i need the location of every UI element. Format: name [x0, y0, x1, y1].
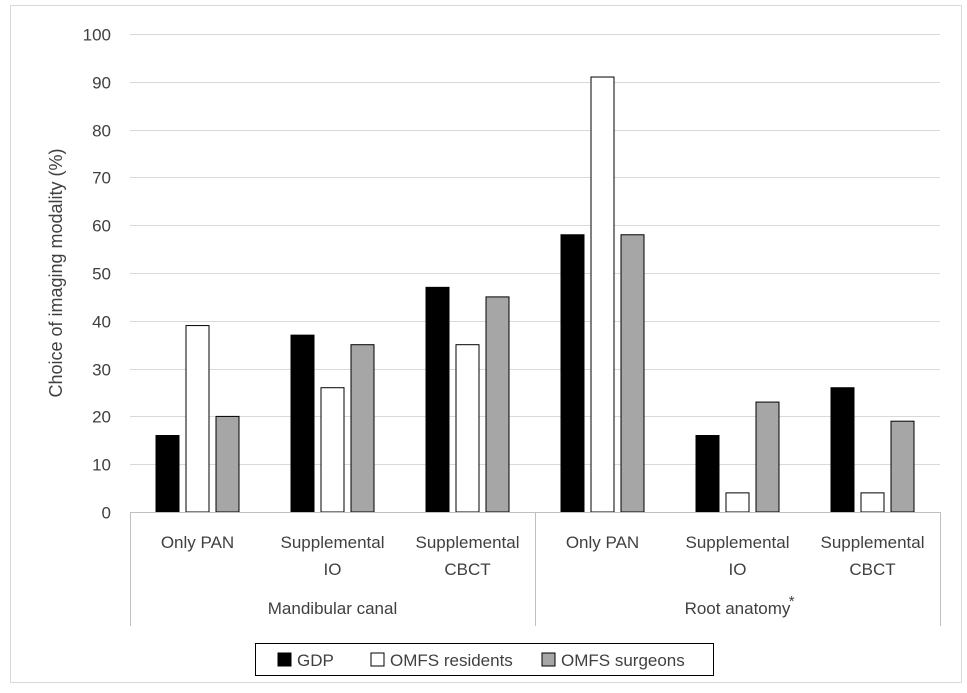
y-tick-label: 80: [92, 122, 111, 141]
y-tick-label: 70: [92, 169, 111, 188]
x-category-label: IO: [324, 560, 342, 579]
legend-swatch-gdp: [277, 652, 292, 667]
legend-label: GDP: [297, 651, 334, 670]
bar-omfs-surgeons: [485, 296, 510, 513]
y-tick-label: 10: [92, 456, 111, 475]
bar-omfs-surgeons: [890, 420, 915, 513]
group-label: Root anatomy: [685, 599, 791, 618]
chart-border: [10, 5, 962, 683]
bar-gdp: [560, 234, 585, 513]
x-category-label: CBCT: [444, 560, 490, 579]
y-tick-label: 90: [92, 74, 111, 93]
legend-box: [255, 643, 714, 676]
y-tick-label: 100: [83, 26, 111, 45]
bar-gdp: [830, 387, 855, 513]
x-category-label: Supplemental: [686, 533, 790, 552]
x-category-label: Supplemental: [416, 533, 520, 552]
bar-omfs-surgeons: [350, 344, 375, 513]
y-tick-label: 60: [92, 217, 111, 236]
y-tick-label: 0: [102, 504, 111, 523]
x-category-label: Supplemental: [821, 533, 925, 552]
y-tick-label: 20: [92, 408, 111, 427]
bar-omfs-residents: [590, 76, 615, 513]
y-tick-label: 50: [92, 265, 111, 284]
bar-omfs-residents: [185, 325, 210, 513]
bar-gdp: [155, 435, 180, 513]
legend-label: OMFS residents: [390, 651, 513, 670]
y-tick-label: 30: [92, 361, 111, 380]
bar-omfs-residents: [860, 492, 885, 513]
legend-swatch-omfs-surgeons: [541, 652, 556, 667]
bar-omfs-surgeons: [620, 234, 645, 513]
bar-omfs-residents: [320, 387, 345, 513]
legend-label: OMFS surgeons: [561, 651, 685, 670]
bar-gdp: [425, 286, 450, 513]
legend-swatch-omfs-residents: [370, 652, 385, 667]
bar-gdp: [695, 435, 720, 513]
x-category-label: Only PAN: [161, 533, 234, 552]
y-axis-title: Choice of imaging modality (%): [46, 148, 66, 397]
bar-gdp: [290, 334, 315, 513]
x-category-label: Only PAN: [566, 533, 639, 552]
x-category-label: CBCT: [849, 560, 895, 579]
bar-omfs-surgeons: [215, 415, 240, 513]
x-category-label: IO: [729, 560, 747, 579]
group-label: Mandibular canal: [268, 599, 397, 618]
bar-omfs-residents: [725, 492, 750, 513]
group-label-marker: *: [789, 593, 795, 610]
x-category-label: Supplemental: [281, 533, 385, 552]
bar-omfs-residents: [455, 344, 480, 513]
bar-omfs-surgeons: [755, 401, 780, 513]
y-tick-label: 40: [92, 313, 111, 332]
